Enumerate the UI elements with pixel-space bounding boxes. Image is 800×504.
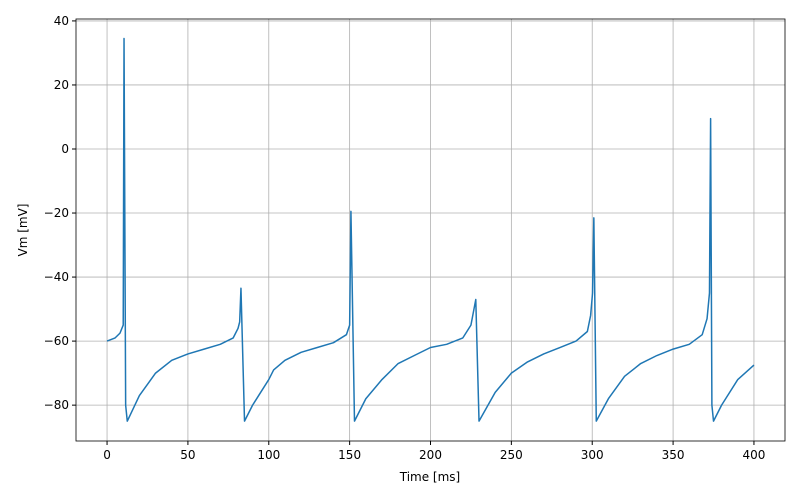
y-tick-label: −40 [44,270,69,284]
x-tick-label: 50 [180,448,195,462]
y-tick-label: 20 [54,78,69,92]
x-axis-label: Time [ms] [399,470,461,484]
y-tick-label: −80 [44,398,69,412]
x-tick-label: 300 [581,448,604,462]
x-tick-label: 350 [662,448,685,462]
data-line [106,37,755,422]
x-tick-label: 200 [419,448,442,462]
x-tick-label: 150 [338,448,361,462]
x-tick-label: 400 [742,448,765,462]
plot-frame [75,18,786,442]
y-axis-label: Vm [mV] [16,204,30,257]
y-tick-label: −20 [44,206,69,220]
y-tick-label: −60 [44,334,69,348]
x-tick-label: 250 [500,448,523,462]
y-tick-label: 0 [61,142,69,156]
x-tick-label: 100 [257,448,280,462]
x-tick-label: 0 [103,448,111,462]
y-tick-label: 40 [54,14,69,28]
